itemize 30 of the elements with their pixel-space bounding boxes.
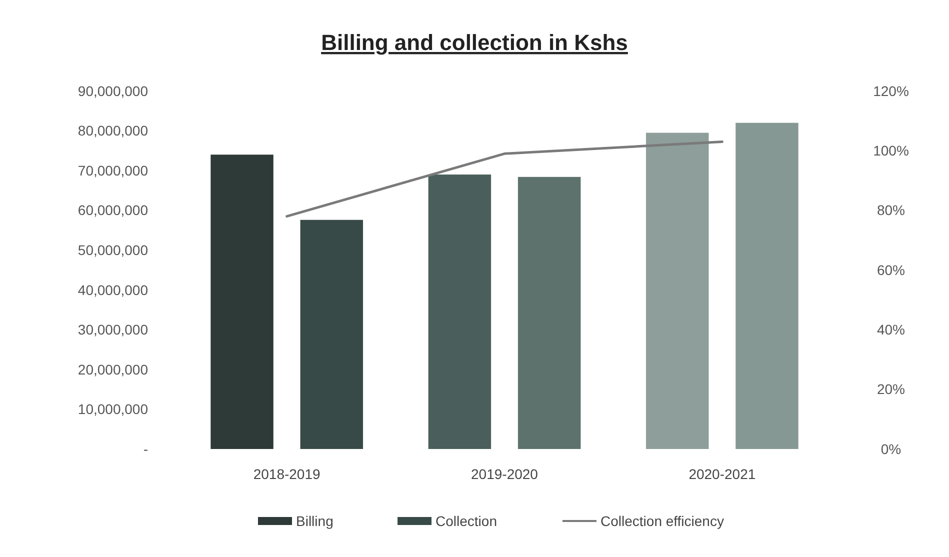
y-tick-label: 30,000,000: [78, 322, 148, 338]
y-tick-label: 60,000,000: [78, 202, 148, 218]
bar: [300, 220, 364, 449]
bar: [428, 174, 492, 449]
legend-label: Billing: [296, 513, 334, 529]
y-tick-label: 50,000,000: [78, 242, 148, 258]
y-tick-label: 80,000,000: [78, 122, 148, 139]
y-tick-label: -: [143, 440, 148, 457]
x-tick-label: 2019-2020: [471, 466, 538, 482]
y2-tick-label: 100%: [873, 142, 909, 159]
x-tick-label: 2018-2019: [253, 466, 321, 482]
x-tick-label: 2020-2021: [688, 466, 756, 482]
y2-tick-label: 80%: [876, 202, 906, 218]
y2-tick-label: 60%: [876, 262, 906, 278]
y-tick-label: 70,000,000: [78, 162, 148, 178]
y-tick-label: 40,000,000: [78, 282, 148, 298]
y2-tick-label: 0%: [880, 440, 902, 457]
legend-label: Collection: [436, 513, 497, 529]
chart-title: Billing and collection in Kshs: [321, 30, 628, 55]
y-tick-label: 90,000,000: [78, 82, 148, 99]
y2-tick-label: 40%: [876, 322, 906, 338]
y-tick-label: 20,000,000: [78, 361, 148, 378]
bar: [210, 154, 274, 449]
bar: [518, 176, 581, 449]
bar: [646, 132, 709, 449]
bar: [736, 122, 798, 449]
y-tick-label: 10,000,000: [78, 401, 148, 418]
legend-label: Collection efficiency: [600, 513, 724, 529]
y2-tick-label: 120%: [873, 82, 909, 99]
y2-tick-label: 20%: [876, 381, 906, 398]
